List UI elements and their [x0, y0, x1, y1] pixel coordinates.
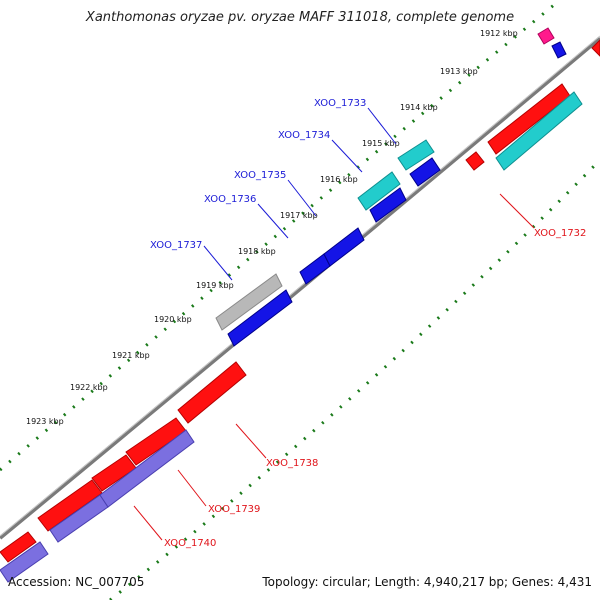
- tick-1923: 1923 kbp: [26, 417, 64, 426]
- leader-xoo_1732: [499, 193, 535, 229]
- tick-1918: 1918 kbp: [238, 247, 276, 256]
- tick-1919: 1919 kbp: [196, 281, 234, 290]
- label-xoo_1739: XOO_1739: [208, 504, 260, 515]
- gene-xoo_1735-forward: [357, 171, 401, 211]
- label-xoo_1733: XOO_1733: [314, 98, 366, 109]
- gene-xoo_1740-forward: [0, 531, 37, 563]
- gene-xoo_1736-reverse: [227, 289, 293, 347]
- label-xoo_1734: XOO_1734: [278, 130, 330, 141]
- leader-xoo_1740: [133, 505, 163, 541]
- gene-small-red-forward: [465, 151, 485, 171]
- leader-xoo_1734: [331, 139, 363, 173]
- gene-xoo_1733-reverse: [409, 157, 441, 187]
- gene-xoo_1740-reverse: [0, 541, 49, 583]
- accession-text: Accession: NC_007705: [8, 575, 145, 589]
- tick-1912: 1912 kbp: [480, 29, 518, 38]
- gene-xoo_1734-reverse: [369, 187, 407, 223]
- label-xoo_1736: XOO_1736: [204, 194, 256, 205]
- leader-xoo_1738: [235, 423, 267, 459]
- gene-xoo_1736b-reverse: [299, 253, 331, 285]
- gene-xoo_1732-reverse: [495, 91, 583, 171]
- tick-1916: 1916 kbp: [320, 175, 358, 184]
- map-title: Xanthomonas oryzae pv. oryzae MAFF 31101…: [85, 10, 515, 25]
- gene-small-blue-reverse: [551, 41, 567, 59]
- tick-1920: 1920 kbp: [154, 315, 192, 324]
- tick-1915: 1915 kbp: [362, 139, 400, 148]
- leader-xoo_1739: [177, 469, 207, 507]
- genome-summary-text: Topology: circular; Length: 4,940,217 bp…: [262, 575, 592, 589]
- tick-1913: 1913 kbp: [440, 67, 478, 76]
- leader-xoo_1733: [367, 107, 397, 145]
- label-xoo_1735: XOO_1735: [234, 170, 286, 181]
- tick-1922: 1922 kbp: [70, 383, 108, 392]
- leader-xoo_1735: [287, 179, 317, 217]
- label-xoo_1738: XOO_1738: [266, 458, 318, 469]
- gene-xoo_1739b-reverse: [99, 429, 195, 508]
- leader-xoo_1736: [257, 203, 289, 239]
- gene-red-edge-forward: [591, 39, 600, 57]
- genome-backbone-highlight: [0, 35, 600, 537]
- gene-xoo_1735-reverse: [323, 227, 365, 267]
- gene-xoo_1737-forward: [215, 273, 283, 331]
- inner-tick-track: [109, 158, 600, 600]
- tick-1914: 1914 kbp: [400, 103, 438, 112]
- gene-xoo_1733-forward: [397, 139, 435, 171]
- label-xoo_1740: XOO_1740: [164, 538, 216, 549]
- tick-1921: 1921 kbp: [112, 351, 150, 360]
- gene-magenta-forward: [537, 27, 555, 45]
- gene-xoo_1738c-forward: [177, 361, 247, 424]
- genome-backbone: [0, 36, 600, 540]
- label-xoo_1732: XOO_1732: [534, 228, 586, 239]
- leader-xoo_1737: [203, 245, 233, 281]
- tick-1917: 1917 kbp: [280, 211, 318, 220]
- label-xoo_1737: XOO_1737: [150, 240, 202, 251]
